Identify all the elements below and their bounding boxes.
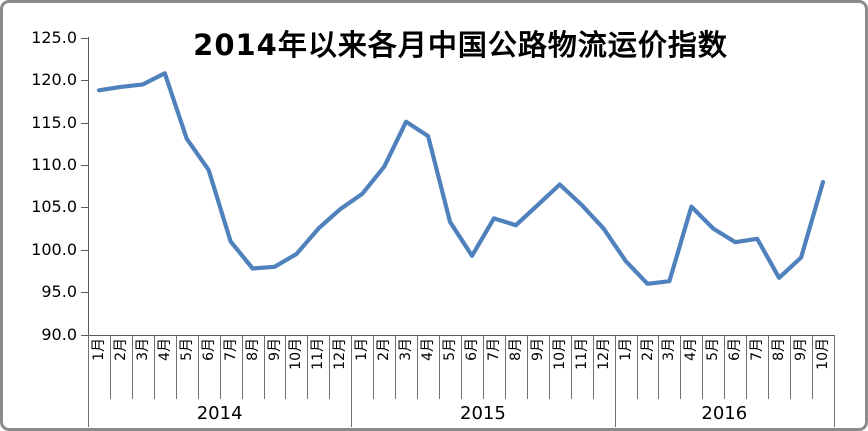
x-tick-label: 4月 [683, 338, 700, 361]
month-divider [812, 335, 813, 399]
year-label: 2014 [196, 403, 243, 424]
month-divider [593, 335, 594, 399]
x-tick-label: 8月 [771, 338, 788, 361]
y-tick-label: 110.0 [31, 154, 77, 174]
month-divider [285, 335, 286, 399]
x-tick-label: 4月 [420, 338, 437, 361]
x-tick-label: 6月 [463, 338, 480, 361]
month-divider [637, 335, 638, 399]
month-divider [746, 335, 747, 399]
month-divider [483, 335, 484, 399]
x-tick-label: 9月 [529, 338, 546, 361]
x-tick-label: 10月 [551, 338, 568, 370]
x-tick-label: 4月 [156, 338, 173, 361]
month-divider [790, 335, 791, 399]
month-divider [220, 335, 221, 399]
year-label: 2015 [460, 403, 506, 424]
x-tick-label: 6月 [200, 338, 217, 361]
x-tick-label: 7月 [222, 338, 239, 361]
year-label: 2016 [701, 403, 748, 424]
month-divider [461, 335, 462, 399]
plot-area [96, 71, 826, 286]
month-divider [658, 335, 659, 399]
x-tick-label: 5月 [178, 338, 195, 361]
x-tick-label: 8月 [244, 338, 261, 361]
x-tick-label: 10月 [288, 338, 305, 370]
y-tick-label: 100.0 [31, 239, 77, 259]
x-tick-label: 2月 [112, 338, 129, 361]
y-tick-mark [81, 38, 88, 39]
month-divider [527, 335, 528, 399]
month-divider [439, 335, 440, 399]
y-tick-label: 120.0 [31, 70, 77, 90]
x-tick-label: 3月 [661, 338, 678, 361]
year-group-divider [351, 335, 352, 427]
month-divider [505, 335, 506, 399]
y-tick-mark [81, 80, 88, 81]
month-divider [417, 335, 418, 399]
y-tick-label: 90.0 [41, 324, 77, 344]
x-tick-label: 1月 [354, 338, 371, 361]
x-tick-label: 11月 [310, 338, 327, 370]
x-tick-label: 10月 [815, 338, 832, 370]
month-divider [680, 335, 681, 399]
y-axis-line [88, 37, 89, 335]
y-tick-mark [81, 250, 88, 251]
x-tick-label: 12月 [595, 338, 612, 370]
y-tick-mark [81, 335, 88, 336]
y-tick-label: 115.0 [31, 112, 77, 132]
month-divider [571, 335, 572, 399]
freight-index-line [96, 71, 826, 286]
month-divider [264, 335, 265, 399]
x-tick-label: 1月 [90, 338, 107, 361]
month-divider [329, 335, 330, 399]
x-tick-label: 2月 [376, 338, 393, 361]
month-divider [395, 335, 396, 399]
month-divider [176, 335, 177, 399]
x-tick-label: 7月 [485, 338, 502, 361]
x-tick-label: 1月 [617, 338, 634, 361]
month-divider [768, 335, 769, 399]
x-tick-label: 9月 [266, 338, 283, 361]
x-tick-label: 7月 [749, 338, 766, 361]
x-tick-label: 6月 [727, 338, 744, 361]
x-tick-label: 3月 [134, 338, 151, 361]
x-tick-label: 5月 [442, 338, 459, 361]
x-tick-label: 5月 [705, 338, 722, 361]
x-tick-label: 3月 [398, 338, 415, 361]
year-group-divider [615, 335, 616, 427]
month-divider [110, 335, 111, 399]
x-tick-label: 11月 [573, 338, 590, 370]
month-divider [549, 335, 550, 399]
y-tick-mark [81, 123, 88, 124]
month-divider [242, 335, 243, 399]
y-tick-mark [81, 292, 88, 293]
y-tick-label: 125.0 [31, 27, 77, 47]
month-divider [702, 335, 703, 399]
y-tick-label: 105.0 [31, 197, 77, 217]
x-tick-label: 12月 [332, 338, 349, 370]
x-tick-label: 9月 [793, 338, 810, 361]
x-tick-label: 8月 [507, 338, 524, 361]
y-tick-mark [81, 165, 88, 166]
month-divider [198, 335, 199, 399]
y-tick-mark [81, 207, 88, 208]
y-tick-label: 95.0 [41, 282, 77, 302]
year-group-divider [88, 335, 89, 427]
month-divider [154, 335, 155, 399]
chart-title: 2014年以来各月中国公路物流运价指数 [193, 28, 728, 62]
month-divider [132, 335, 133, 399]
month-divider [307, 335, 308, 399]
x-tick-label: 2月 [639, 338, 656, 361]
month-divider [373, 335, 374, 399]
year-group-divider [834, 335, 835, 427]
month-divider [724, 335, 725, 399]
